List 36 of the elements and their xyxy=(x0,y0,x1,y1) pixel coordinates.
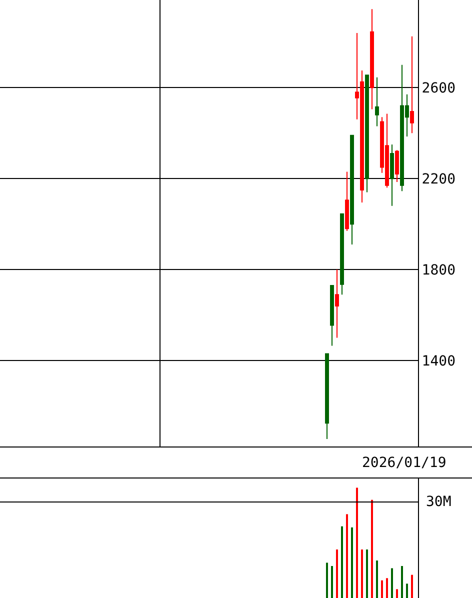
ref-line-label: 30M xyxy=(426,494,452,510)
candlestick xyxy=(325,353,329,440)
bar xyxy=(396,589,398,598)
bar xyxy=(326,562,328,598)
bar xyxy=(356,488,358,598)
bar xyxy=(411,574,413,598)
bar xyxy=(336,549,338,598)
candlestick xyxy=(375,76,379,127)
bar xyxy=(401,566,403,598)
bar xyxy=(406,584,408,598)
candlestick xyxy=(365,74,369,193)
candlestick xyxy=(350,134,354,246)
bar xyxy=(366,549,368,598)
candlestick xyxy=(370,8,374,110)
candlestick xyxy=(410,36,414,134)
candlestick xyxy=(395,150,399,182)
y-tick-label: 1400 xyxy=(422,353,456,370)
candlestick xyxy=(335,269,339,338)
bar xyxy=(346,514,348,598)
candlestick xyxy=(345,171,349,232)
candlestick xyxy=(330,284,334,346)
bar xyxy=(381,580,383,598)
bar xyxy=(331,566,333,598)
y-tick-label: 2600 xyxy=(422,80,456,96)
bar xyxy=(361,549,363,598)
bar xyxy=(386,578,388,598)
candlestick xyxy=(340,213,344,296)
candlestick xyxy=(390,144,394,206)
y-tick-label: 1800 xyxy=(422,262,456,278)
bar xyxy=(376,560,378,598)
y-tick-label: 2200 xyxy=(422,171,456,188)
text: 2026/01/19 xyxy=(362,455,446,471)
bar xyxy=(351,527,353,598)
bar xyxy=(371,500,373,598)
bar xyxy=(341,526,343,598)
bar xyxy=(391,568,393,598)
